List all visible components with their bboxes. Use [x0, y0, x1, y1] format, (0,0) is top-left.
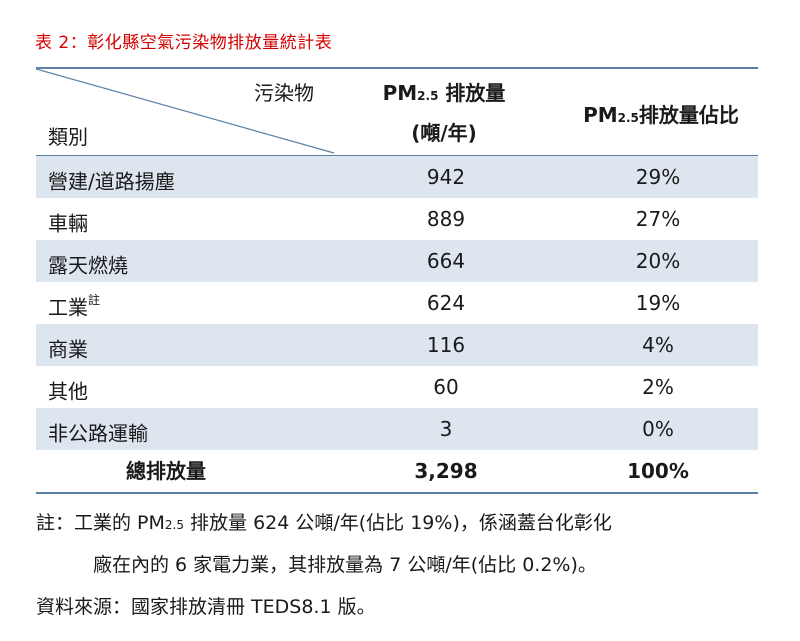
- table-total-row: 總排放量 3,298 100%: [36, 450, 758, 492]
- row-category: 露天燃燒: [48, 253, 128, 278]
- table-row: 車輛 889 27%: [36, 198, 758, 240]
- note-marker: 註: [88, 293, 101, 307]
- row-emission: 664: [426, 249, 466, 273]
- header-emission: PM2.5 排放量: [354, 77, 534, 106]
- row-share: 4%: [642, 333, 674, 357]
- table-row: 營建/道路揚塵 942 29%: [36, 156, 758, 198]
- table-caption: 表 2：彰化縣空氣污染物排放量統計表: [35, 33, 333, 53]
- row-category: 商業: [48, 337, 88, 362]
- row-category: 非公路運輸: [48, 421, 148, 446]
- row-share: 27%: [635, 207, 681, 231]
- row-share: 0%: [642, 417, 674, 441]
- row-category: 工業註: [48, 293, 101, 320]
- table-row: 工業註 624 19%: [36, 282, 758, 324]
- header-category: 類別: [48, 125, 88, 149]
- header-share: PM2.5排放量佔比: [541, 99, 781, 128]
- total-label: 總排放量: [126, 459, 206, 483]
- table-header: 污染物 類別 PM2.5 排放量 (噸/年) PM2.5排放量佔比: [36, 67, 758, 155]
- row-emission: 942: [426, 165, 466, 189]
- total-share: 100%: [627, 459, 689, 483]
- row-category: 營建/道路揚塵: [48, 169, 175, 194]
- row-emission: 3: [439, 417, 453, 441]
- row-emission: 116: [426, 333, 466, 357]
- row-emission: 624: [426, 291, 466, 315]
- table-bottom-rule: [36, 492, 758, 494]
- row-emission: 60: [433, 375, 459, 399]
- row-share: 29%: [635, 165, 681, 189]
- footnote-line-1: 註：工業的 PM2.5 排放量 624 公噸/年(佔比 19%)，係涵蓋台化彰化: [36, 512, 612, 534]
- row-category: 其他: [48, 379, 88, 404]
- table-row: 商業 116 4%: [36, 324, 758, 366]
- row-emission: 889: [426, 207, 466, 231]
- header-emission-rest: 排放量: [438, 81, 506, 105]
- header-emission-unit: (噸/年): [411, 121, 477, 145]
- header-share-pm: PM: [583, 103, 618, 127]
- header-share-sub: 2.5: [617, 111, 639, 125]
- total-emission: 3,298: [414, 459, 478, 483]
- row-share: 2%: [642, 375, 674, 399]
- row-share: 20%: [635, 249, 681, 273]
- header-pollutant: 污染物: [254, 81, 314, 105]
- header-diagonal-line: [36, 68, 335, 154]
- row-share: 19%: [635, 291, 681, 315]
- table-row: 其他 60 2%: [36, 366, 758, 408]
- header-emission-sub: 2.5: [417, 89, 439, 103]
- header-share-rest: 排放量佔比: [638, 103, 739, 127]
- header-emission-pm: PM: [382, 81, 418, 105]
- row-category: 車輛: [48, 211, 88, 236]
- table-top-rule: [36, 67, 758, 69]
- footnote-line-2: 廠在內的 6 家電力業，其排放量為 7 公噸/年(佔比 0.2%)。: [93, 554, 597, 576]
- table-row: 露天燃燒 664 20%: [36, 240, 758, 282]
- table-row: 非公路運輸 3 0%: [36, 408, 758, 450]
- header-bottom-rule: [36, 155, 758, 156]
- source-note: 資料來源：國家排放清冊 TEDS8.1 版。: [36, 596, 376, 618]
